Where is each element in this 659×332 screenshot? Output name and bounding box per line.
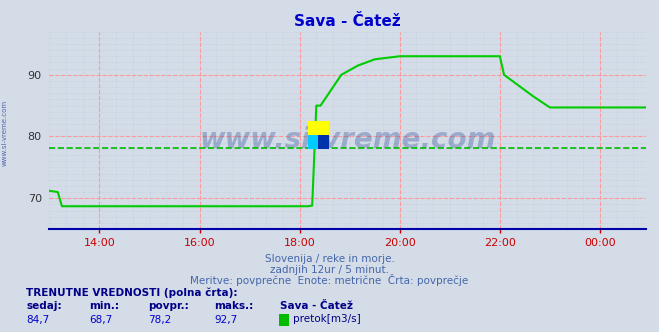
Title: Sava - Čatež: Sava - Čatež — [295, 14, 401, 29]
Text: Slovenija / reke in morje.: Slovenija / reke in morje. — [264, 254, 395, 264]
Text: povpr.:: povpr.: — [148, 301, 189, 311]
Text: maks.:: maks.: — [214, 301, 254, 311]
Text: www.si-vreme.com: www.si-vreme.com — [200, 126, 496, 154]
Text: 78,2: 78,2 — [148, 315, 171, 325]
Text: 68,7: 68,7 — [89, 315, 112, 325]
Text: 92,7: 92,7 — [214, 315, 237, 325]
Text: 84,7: 84,7 — [26, 315, 49, 325]
Text: TRENUTNE VREDNOSTI (polna črta):: TRENUTNE VREDNOSTI (polna črta): — [26, 288, 238, 298]
Text: Meritve: povprečne  Enote: metrične  Črta: povprečje: Meritve: povprečne Enote: metrične Črta:… — [190, 274, 469, 286]
Bar — [318, 135, 329, 149]
Bar — [318, 121, 329, 135]
Text: Sava - Čatež: Sava - Čatež — [280, 301, 353, 311]
Text: zadnjih 12ur / 5 minut.: zadnjih 12ur / 5 minut. — [270, 265, 389, 275]
Text: www.si-vreme.com: www.si-vreme.com — [1, 100, 8, 166]
Bar — [308, 135, 318, 149]
Text: min.:: min.: — [89, 301, 119, 311]
Text: sedaj:: sedaj: — [26, 301, 62, 311]
Text: pretok[m3/s]: pretok[m3/s] — [293, 314, 361, 324]
Bar — [308, 121, 318, 135]
